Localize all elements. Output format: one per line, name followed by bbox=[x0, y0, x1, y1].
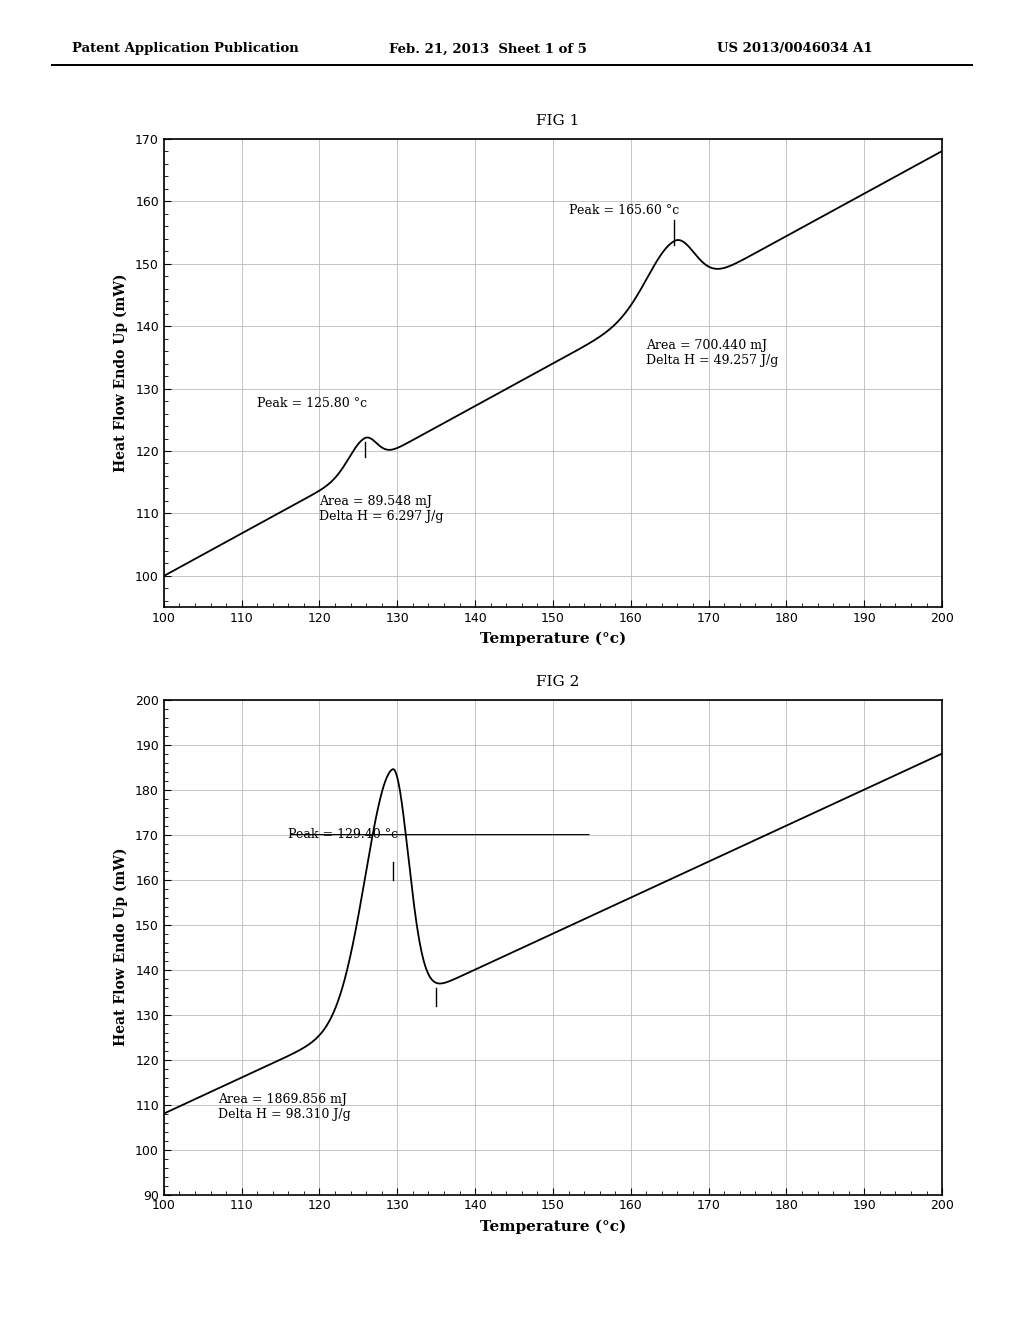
Text: US 2013/0046034 A1: US 2013/0046034 A1 bbox=[717, 42, 872, 55]
Text: Peak = 125.80 °c: Peak = 125.80 °c bbox=[257, 397, 368, 411]
X-axis label: Temperature (°c): Temperature (°c) bbox=[480, 1220, 626, 1234]
Y-axis label: Heat Flow Endo Up (mW): Heat Flow Endo Up (mW) bbox=[114, 273, 128, 473]
Y-axis label: Heat Flow Endo Up (mW): Heat Flow Endo Up (mW) bbox=[114, 847, 128, 1047]
Text: Feb. 21, 2013  Sheet 1 of 5: Feb. 21, 2013 Sheet 1 of 5 bbox=[389, 42, 587, 55]
Text: FIG 2: FIG 2 bbox=[537, 676, 580, 689]
Text: Patent Application Publication: Patent Application Publication bbox=[72, 42, 298, 55]
Text: FIG 1: FIG 1 bbox=[537, 115, 580, 128]
X-axis label: Temperature (°c): Temperature (°c) bbox=[480, 632, 626, 647]
Text: Peak = 165.60 °c: Peak = 165.60 °c bbox=[568, 203, 679, 216]
Text: Peak = 129.40 °c: Peak = 129.40 °c bbox=[289, 828, 398, 841]
Text: Area = 1869.856 mJ
Delta H = 98.310 J/g: Area = 1869.856 mJ Delta H = 98.310 J/g bbox=[218, 1093, 351, 1121]
Text: Area = 89.548 mJ
Delta H = 6.297 J/g: Area = 89.548 mJ Delta H = 6.297 J/g bbox=[319, 495, 444, 523]
Text: Area = 700.440 mJ
Delta H = 49.257 J/g: Area = 700.440 mJ Delta H = 49.257 J/g bbox=[646, 338, 778, 367]
